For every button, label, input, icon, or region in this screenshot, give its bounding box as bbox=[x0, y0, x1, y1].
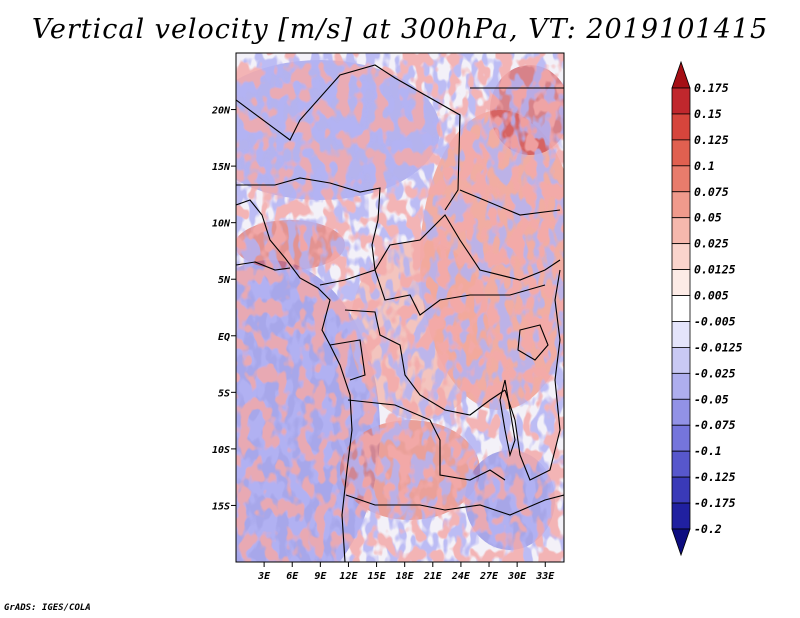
x-tick-label: 12E bbox=[339, 571, 358, 582]
colorbar-label: -0.1 bbox=[694, 444, 722, 458]
x-tick-label: 27E bbox=[479, 571, 499, 582]
colorbar-label: 0.0125 bbox=[694, 263, 736, 277]
x-tick-label: 24E bbox=[451, 571, 471, 582]
colorbar-label: -0.025 bbox=[694, 366, 736, 380]
colorbar-bin bbox=[671, 139, 691, 167]
colorbar-label: 0.05 bbox=[694, 211, 722, 225]
colorbar-label: -0.05 bbox=[694, 392, 729, 406]
colorbar-bottom-arrow bbox=[671, 528, 691, 557]
colorbar-label: 0.1 bbox=[694, 159, 715, 173]
colorbar-top-arrow bbox=[671, 60, 691, 89]
colorbar-bin bbox=[671, 87, 691, 115]
x-tick-label: 21E bbox=[423, 571, 443, 582]
colorbar-bin bbox=[671, 113, 691, 141]
colorbar-label: 0.025 bbox=[694, 237, 729, 251]
y-tick-label: EQ bbox=[218, 332, 230, 343]
border-south bbox=[345, 494, 564, 516]
border-sahel bbox=[236, 177, 381, 271]
colorbar-label: 0.125 bbox=[694, 133, 729, 147]
border-central-2 bbox=[319, 269, 546, 316]
border-sahara-1 bbox=[236, 64, 461, 211]
colorbar-bin bbox=[671, 476, 691, 504]
colorbar-bin bbox=[671, 424, 691, 452]
colorbar-bin bbox=[671, 450, 691, 478]
x-tick-label: 33E bbox=[535, 571, 555, 582]
chart-title: Vertical velocity [m/s] at 300hPa, VT: 2… bbox=[31, 14, 769, 45]
colorbar-label: 0.005 bbox=[694, 289, 729, 303]
colorbar-bin bbox=[671, 398, 691, 426]
y-tick-label: 20N bbox=[211, 106, 231, 117]
y-tick-label: 10N bbox=[212, 219, 231, 230]
border-west-coast bbox=[236, 261, 291, 271]
colorbar-label: 0.15 bbox=[694, 107, 722, 121]
map-frame bbox=[235, 52, 565, 563]
x-tick-label: 18E bbox=[396, 571, 415, 582]
colorbar-bin bbox=[671, 295, 691, 322]
border-central-1 bbox=[374, 214, 561, 281]
border-congo bbox=[344, 309, 506, 416]
y-tick-label: 15N bbox=[212, 162, 231, 173]
colorbar-bin bbox=[671, 372, 691, 400]
colorbar-label: -0.0125 bbox=[694, 340, 743, 354]
colorbar-label: -0.075 bbox=[694, 418, 736, 432]
x-tick-label: 3E bbox=[257, 571, 271, 582]
colorbar-bin bbox=[671, 321, 691, 348]
colorbar-bin bbox=[671, 347, 691, 374]
colorbar-bin bbox=[671, 217, 691, 245]
y-tick-label: 10S bbox=[212, 445, 230, 456]
x-tick-label: 9E bbox=[314, 571, 327, 582]
colorbar-label: -0.005 bbox=[694, 314, 736, 328]
x-tick-label: 30E bbox=[507, 571, 527, 582]
border-nile bbox=[459, 87, 564, 216]
x-tick-label: 15E bbox=[368, 571, 387, 582]
lake-victoria bbox=[517, 324, 549, 361]
colorbar-label: -0.125 bbox=[694, 470, 736, 484]
colorbar-label: 0.175 bbox=[694, 81, 729, 95]
colorbar-label: -0.2 bbox=[694, 522, 722, 536]
colorbar-bin bbox=[671, 269, 691, 296]
country-borders bbox=[236, 64, 564, 562]
y-tick-label: 5S bbox=[218, 388, 230, 399]
y-axis-ticks: 20N 15N 10N 5N EQ 5S 10S 15S bbox=[211, 106, 236, 512]
x-tick-label: 6E bbox=[286, 571, 299, 582]
colorbar-bin bbox=[671, 191, 691, 219]
coastline-west-africa bbox=[236, 199, 353, 562]
colorbar-label: -0.175 bbox=[694, 496, 736, 510]
y-tick-label: 15S bbox=[212, 501, 230, 512]
border-gabon bbox=[329, 339, 366, 381]
colorbar-bin bbox=[671, 502, 691, 530]
footer-credit: GrADS: IGES/COLA bbox=[4, 603, 91, 613]
colorbar-bin bbox=[671, 165, 691, 193]
lake-tanganyika bbox=[499, 379, 516, 458]
border-angola bbox=[347, 399, 506, 481]
field-layer bbox=[236, 53, 564, 562]
border-east bbox=[504, 269, 561, 481]
colorbar: 0.175 0.15 0.125 0.1 0.075 0.05 0.025 0.0125 0.0… bbox=[671, 60, 743, 557]
colorbar-bin bbox=[671, 243, 691, 270]
y-tick-label: 5N bbox=[218, 275, 231, 286]
x-axis-ticks: 3E 6E 9E 12E 15E 18E 21E 24E 27E 30E 33E bbox=[257, 562, 555, 582]
colorbar-label: 0.075 bbox=[694, 185, 729, 199]
